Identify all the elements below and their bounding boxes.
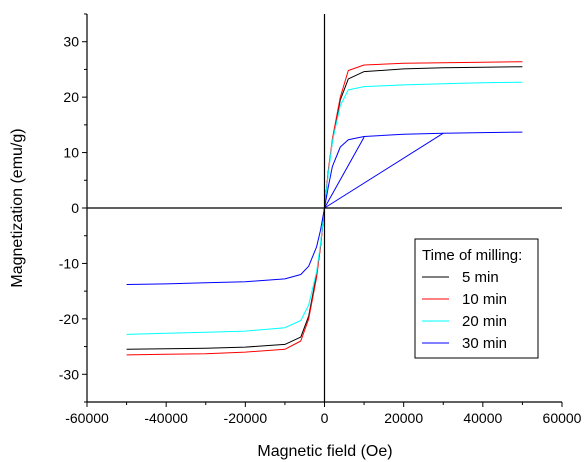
y-tick-label: 20	[63, 89, 79, 105]
series-segment-4	[324, 132, 444, 209]
y-tick-label: 10	[63, 145, 79, 161]
x-tick-label: 60000	[543, 410, 582, 426]
series-segment-5	[324, 136, 365, 209]
x-tick-label: 20000	[384, 410, 423, 426]
x-tick-label: 0	[321, 410, 329, 426]
legend-item-label: 5 min	[462, 269, 499, 286]
legend: Time of milling: 5 min 10 min 20 min 30 min	[414, 238, 539, 359]
y-tick-label: -10	[59, 255, 79, 271]
y-axis-label: Magnetization (emu/g)	[9, 128, 26, 287]
legend-title: Time of milling:	[422, 247, 522, 264]
x-tick-label: 40000	[463, 410, 502, 426]
legend-item-label: 20 min	[462, 313, 507, 330]
x-axis-label: Magnetic field (Oe)	[257, 443, 392, 460]
y-tick-label: 30	[63, 34, 79, 50]
y-tick-label: -30	[59, 366, 79, 382]
legend-item-label: 30 min	[462, 335, 507, 352]
ticks-layer: -60000 -40000 -20000 0 20000 40000 60000 -30 -20…	[59, 13, 582, 426]
x-tick-label: -60000	[65, 410, 109, 426]
legend-item-label: 10 min	[462, 291, 507, 308]
x-tick-label: -20000	[224, 410, 268, 426]
x-tick-label: -40000	[144, 410, 188, 426]
y-tick-label: 0	[71, 200, 79, 216]
y-tick-label: -20	[59, 311, 79, 327]
